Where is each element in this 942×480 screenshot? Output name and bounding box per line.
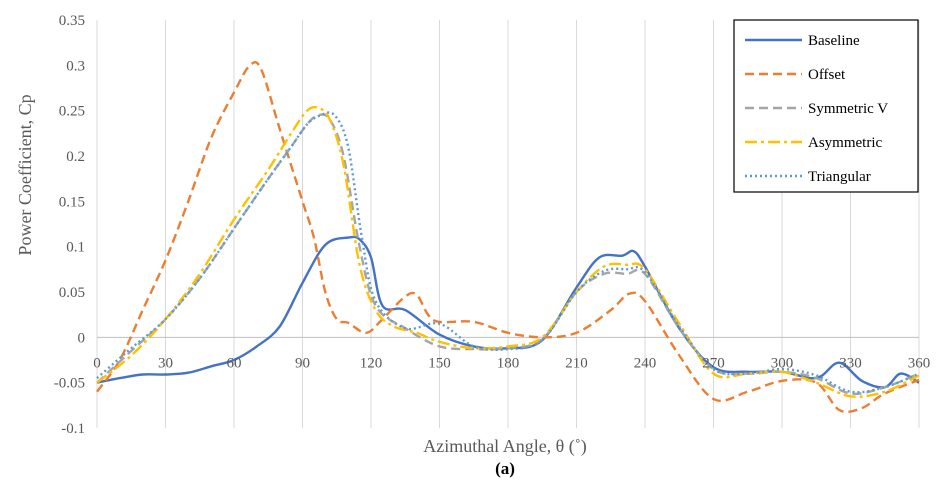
y-tick-label: 0.25	[59, 104, 85, 120]
y-tick-label: 0.2	[66, 149, 85, 165]
y-tick-label: 0.05	[59, 285, 85, 301]
legend-label-0: Baseline	[808, 33, 860, 49]
legend-label-4: Triangular	[808, 169, 871, 185]
legend-label-2: Symmetric V	[808, 101, 888, 117]
legend-label-1: Offset	[808, 67, 846, 83]
series-line-1	[96, 61, 920, 414]
x-tick-label: 150	[428, 355, 451, 371]
x-tick-label: 0	[93, 355, 101, 371]
y-tick-label: 0.35	[59, 13, 85, 29]
x-tick-label: 60	[227, 355, 242, 371]
x-tick-label: 90	[295, 355, 310, 371]
y-axis-title: Power Coefficient, Cp	[15, 94, 35, 255]
y-tick-label: 0.1	[66, 240, 85, 256]
x-tick-label: 270	[702, 355, 725, 371]
y-tick-label: 0.3	[66, 58, 85, 74]
series-line-4	[96, 111, 920, 394]
x-tick-label: 330	[839, 355, 862, 371]
x-tick-label: 180	[497, 355, 520, 371]
y-tick-labels: -0.1 -0.05 0 0.05 0.1 0.15 0.2 0.25 0.3 0.35	[54, 13, 85, 437]
y-tick-label: -0.05	[54, 376, 85, 392]
y-tick-label: -0.1	[61, 421, 85, 437]
legend-box	[733, 19, 919, 193]
legend: Baseline Offset Symmetric V Asymmetric Trian…	[733, 19, 919, 193]
legend-label-3: Asymmetric	[808, 135, 882, 151]
x-tick-label: 210	[565, 355, 588, 371]
x-tick-label: 300	[771, 355, 794, 371]
figure-caption: (a)	[495, 459, 515, 478]
y-tick-label: 0	[78, 330, 86, 346]
x-tick-label: 240	[634, 355, 657, 371]
x-tick-label: 30	[158, 355, 173, 371]
x-tick-label: 360	[908, 355, 931, 371]
series-group	[96, 61, 920, 414]
x-tick-label: 120	[360, 355, 383, 371]
y-tick-label: 0.15	[59, 194, 85, 210]
x-axis-title: Azimuthal Angle, θ (˚)	[423, 436, 587, 457]
x-tick-labels: 0 30 60 90 120 150 180 210 240 270 300 330 360	[93, 355, 930, 371]
